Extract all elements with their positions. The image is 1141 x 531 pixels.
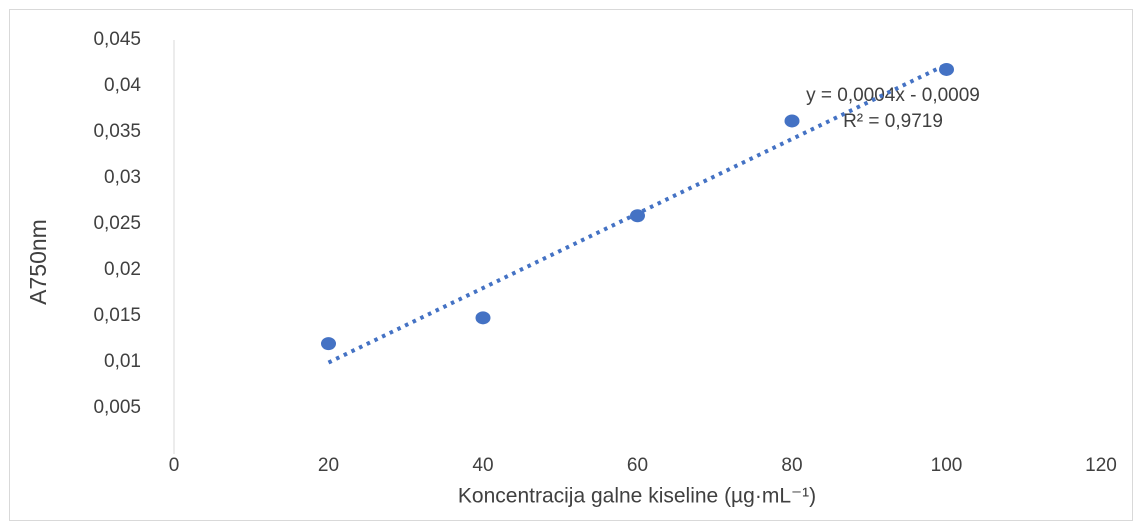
r-squared: R² = 0,9719 bbox=[843, 111, 943, 132]
y-axis-label: A750nm bbox=[25, 219, 51, 305]
y-tick-label: 0,035 bbox=[93, 121, 141, 142]
y-tick-label: 0,02 bbox=[104, 259, 141, 280]
data-point bbox=[939, 62, 954, 76]
equation: y = 0,0004x - 0,0009 bbox=[806, 85, 980, 106]
x-axis-label: Koncentracija galne kiseline (µg·mL⁻¹) bbox=[458, 485, 816, 508]
y-tick-label: 0,005 bbox=[93, 397, 141, 418]
y-tick-label: 0,025 bbox=[93, 213, 141, 234]
data-point bbox=[630, 209, 645, 223]
x-tick-label: 120 bbox=[1085, 455, 1117, 476]
x-tick-label: 80 bbox=[781, 455, 802, 476]
y-tick-label: 0,04 bbox=[104, 75, 141, 96]
y-tick-label: 0,03 bbox=[104, 167, 141, 188]
x-tick-label: 60 bbox=[627, 455, 648, 476]
x-tick-label: 40 bbox=[472, 455, 493, 476]
y-tick-label: 0,015 bbox=[93, 305, 141, 326]
y-tick-label: 0,01 bbox=[104, 351, 141, 372]
x-tick-label: 20 bbox=[318, 455, 339, 476]
data-point bbox=[321, 337, 336, 351]
x-tick-label: 0 bbox=[169, 455, 180, 476]
chart-border bbox=[9, 9, 1133, 521]
data-point bbox=[475, 311, 491, 325]
data-point bbox=[784, 114, 800, 128]
y-tick-label: 0,045 bbox=[93, 29, 141, 50]
x-tick-label: 100 bbox=[931, 455, 963, 476]
